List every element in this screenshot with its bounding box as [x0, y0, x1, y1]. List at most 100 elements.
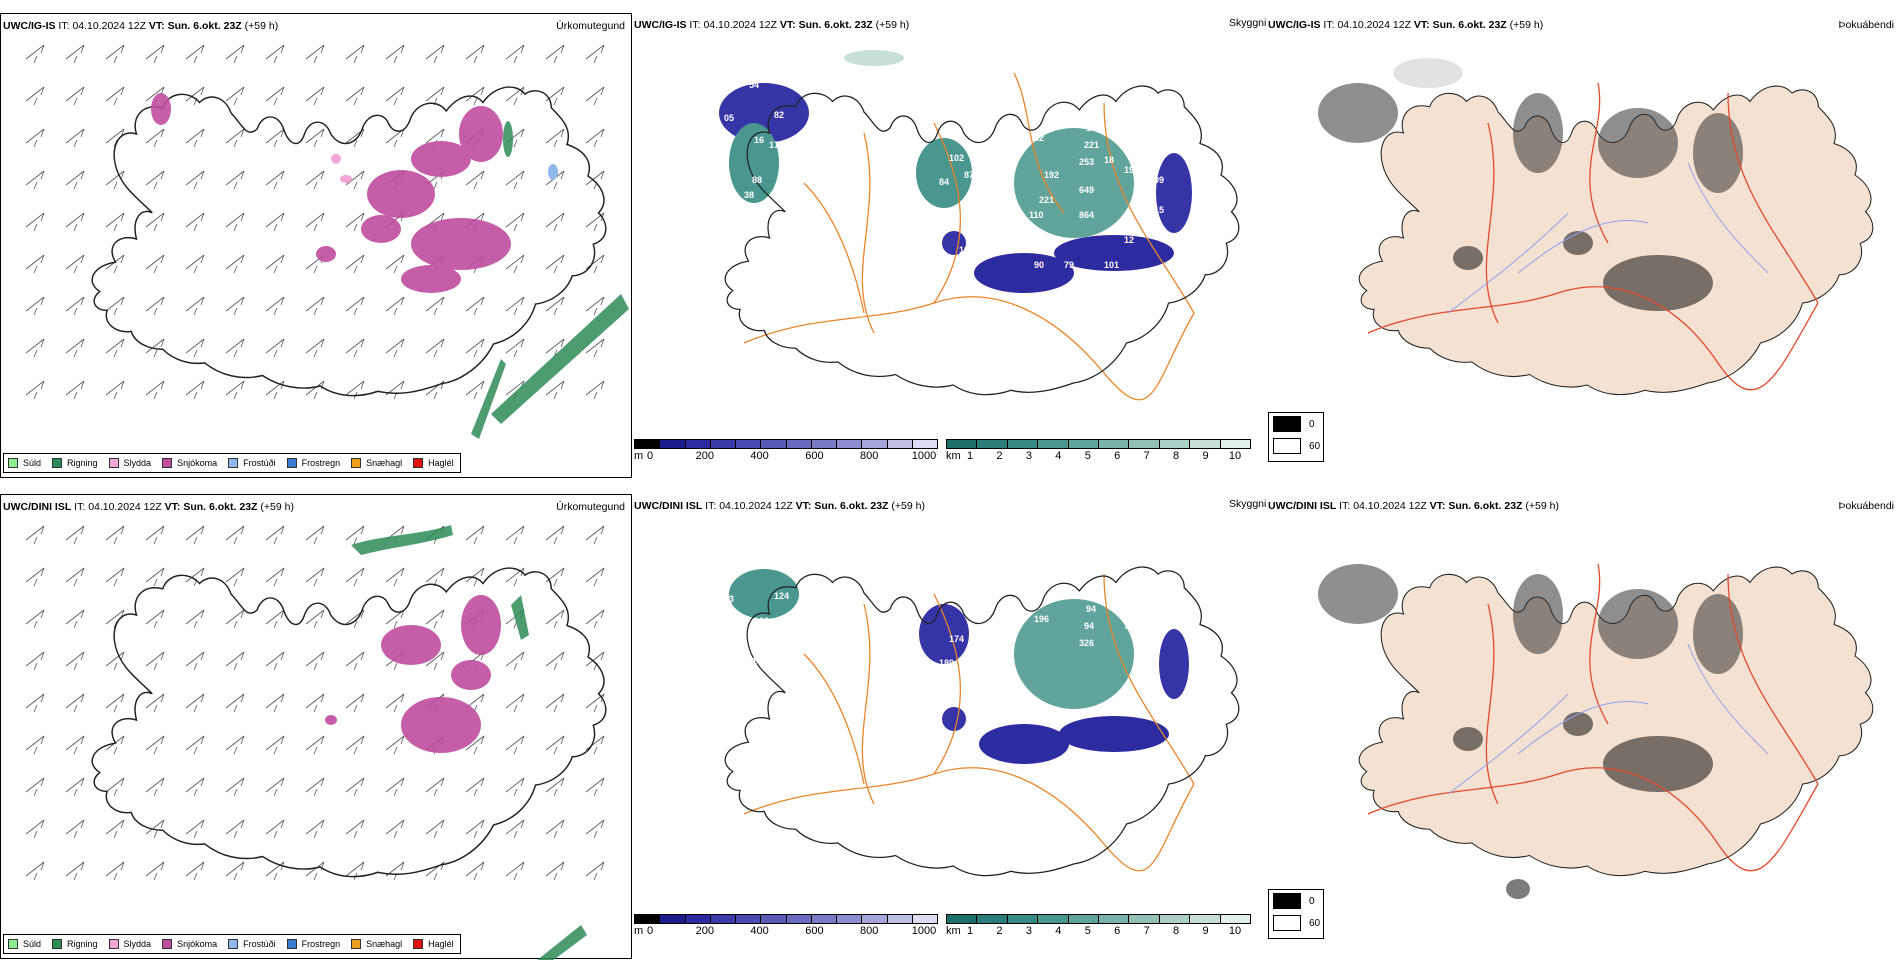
wind-barb	[305, 44, 325, 64]
wind-barb	[545, 296, 565, 316]
wind-barb	[185, 296, 205, 316]
colorbar-cell	[887, 915, 913, 923]
wind-barb	[105, 44, 125, 64]
wind-barb	[465, 819, 485, 839]
wind-barb	[25, 44, 45, 64]
wind-barb	[225, 693, 245, 713]
wind-barb	[505, 777, 525, 797]
colorbar-cell	[862, 440, 888, 448]
wind-barb	[385, 44, 405, 64]
wind-barb	[25, 777, 45, 797]
visibility-value: 54	[749, 80, 759, 90]
wind-barb	[545, 777, 565, 797]
wind-barb	[585, 380, 605, 400]
colorbar-cell	[786, 440, 812, 448]
wind-barb	[265, 86, 285, 106]
colorbar-cell	[1190, 440, 1221, 448]
wind-barb	[25, 819, 45, 839]
legend-item: Slydda	[108, 458, 151, 468]
visibility-value: 15	[984, 671, 994, 681]
legend-swatch	[108, 458, 119, 468]
wind-barb	[185, 525, 205, 545]
wind-barb	[265, 861, 285, 881]
wind-barb	[105, 693, 125, 713]
wind-barb	[65, 609, 85, 629]
wind-barb	[105, 86, 125, 106]
wind-barb	[265, 567, 285, 587]
legend-swatch	[8, 458, 18, 468]
wind-barb	[265, 380, 285, 400]
wind-barb	[465, 44, 485, 64]
visibility-value: 18	[689, 719, 699, 729]
wind-barb	[185, 819, 205, 839]
wind-barb	[305, 819, 325, 839]
legend-label: Snæhagl	[366, 458, 403, 468]
wind-barb	[425, 567, 445, 587]
visibility-value: 326	[1079, 638, 1094, 648]
colorbar-cell	[1068, 440, 1100, 448]
visibility-value: 90	[1034, 260, 1044, 270]
colorbar-tick: 5	[1084, 450, 1091, 462]
colorbar-cell	[660, 915, 686, 923]
wind-barb	[545, 819, 565, 839]
visibility-value: 18	[1124, 140, 1134, 150]
colorbar-cell	[1159, 440, 1191, 448]
colorbar-cell	[786, 915, 812, 923]
colorbar-cell	[977, 915, 1008, 923]
legend-swatch	[286, 458, 297, 468]
precip-legend: Súld Rigning Slydda Snjókoma Frostúði Frostre…	[3, 934, 461, 954]
wind-barb	[505, 44, 525, 64]
legend-swatch	[8, 939, 18, 949]
wind-barb	[105, 525, 125, 545]
colorbar-tick: 1	[966, 450, 974, 462]
panel-header: UWC/DINI ISL IT: 04.10.2024 12Z VT: Sun.…	[634, 500, 925, 512]
wind-barb	[65, 86, 85, 106]
wind-barb	[385, 861, 405, 881]
visibility-value: 88	[752, 175, 762, 185]
legend-swatch	[286, 939, 297, 949]
legend-label: Súld	[23, 939, 42, 949]
wind-barb	[25, 212, 45, 232]
wind-barbs	[25, 525, 605, 881]
colorbar-cell	[660, 440, 686, 448]
visibility-value: 94	[1086, 604, 1096, 614]
wind-barb	[25, 86, 45, 106]
colorbar-cell	[635, 915, 661, 923]
wind-barb	[185, 777, 205, 797]
wind-barb	[65, 212, 85, 232]
wind-barb	[345, 735, 365, 755]
wind-barb	[505, 693, 525, 713]
fog-legend: 0 60	[1268, 412, 1324, 462]
legend-label: Snæhagl	[366, 939, 403, 949]
legend-swatch	[52, 458, 63, 468]
visibility-value: 124	[774, 591, 789, 601]
wind-barb	[305, 693, 325, 713]
colorbar-height-m: m 0 200 400 600 800 1000	[634, 914, 938, 940]
wind-barb	[425, 296, 445, 316]
precip-type-map-bottom	[25, 525, 607, 960]
wind-barb	[65, 735, 85, 755]
wind-barb	[345, 44, 365, 64]
colorbar-tick: 6	[1114, 450, 1121, 462]
visibility-value: 221	[1084, 140, 1099, 150]
visibility-value: 102	[949, 153, 964, 163]
wind-barb	[265, 735, 285, 755]
wind-barb	[145, 44, 165, 64]
wind-barb	[385, 609, 405, 629]
legend-swatch	[228, 939, 239, 949]
wind-barb	[385, 693, 405, 713]
visibility-value: 59	[689, 238, 699, 248]
colorbar-cell	[1007, 440, 1039, 448]
wind-barb	[145, 296, 165, 316]
wind-barb	[345, 567, 365, 587]
wind-barb	[25, 567, 45, 587]
colorbar-cell	[1220, 915, 1251, 923]
wind-barb	[225, 338, 245, 358]
wind-barb	[585, 861, 605, 881]
wind-barb	[225, 777, 245, 797]
wind-barb	[305, 212, 325, 232]
visibility-value: 12	[1124, 235, 1134, 245]
wind-barb	[145, 735, 165, 755]
wind-barb	[585, 44, 605, 64]
wind-barb	[25, 651, 45, 671]
